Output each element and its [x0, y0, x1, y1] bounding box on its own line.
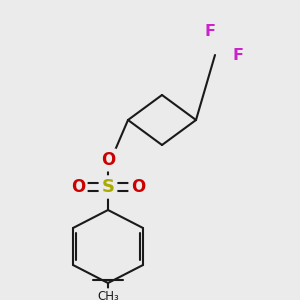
Text: F: F — [232, 47, 243, 62]
Text: O: O — [131, 178, 145, 196]
Text: F: F — [205, 25, 215, 40]
Text: O: O — [71, 178, 85, 196]
Text: S: S — [101, 178, 115, 196]
Text: O: O — [101, 151, 115, 169]
Text: CH₃: CH₃ — [97, 290, 119, 300]
